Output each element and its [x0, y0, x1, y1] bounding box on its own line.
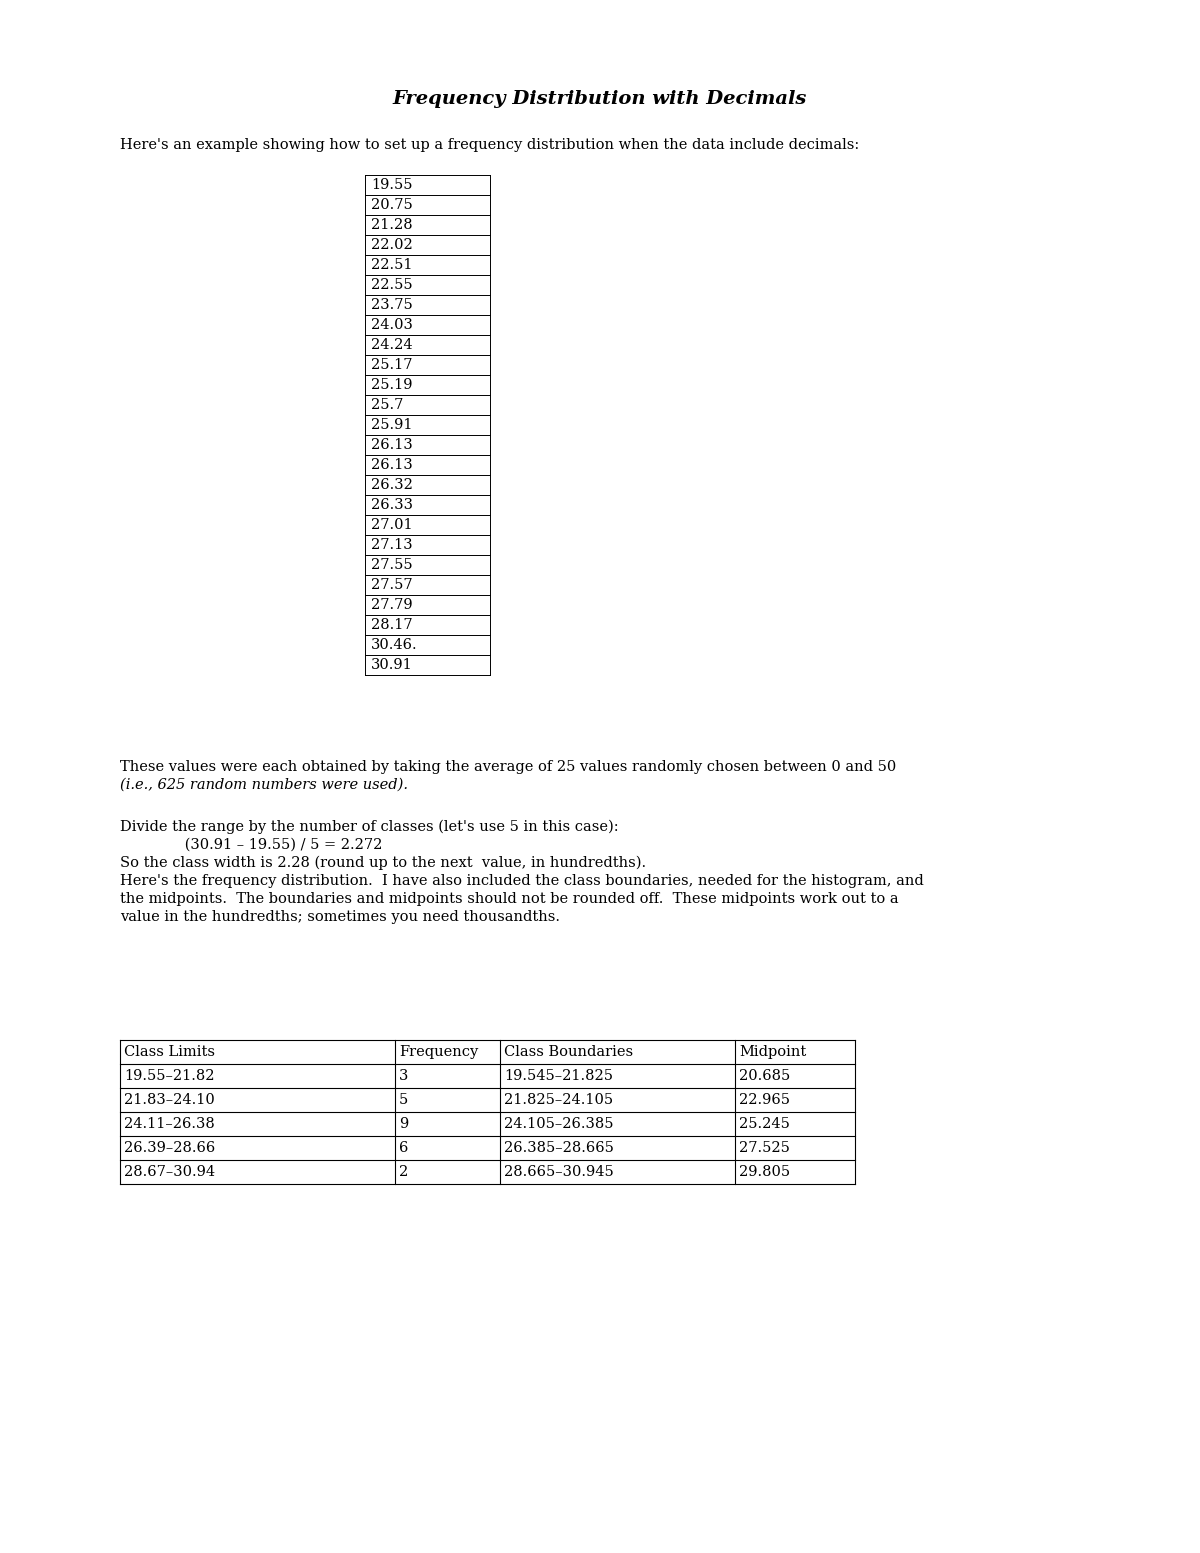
Text: 30.91: 30.91: [371, 658, 413, 672]
Text: 29.805: 29.805: [739, 1165, 790, 1179]
Text: 26.32: 26.32: [371, 478, 413, 492]
Text: 24.24: 24.24: [371, 339, 413, 353]
Text: 26.385–28.665: 26.385–28.665: [504, 1141, 614, 1155]
Text: 20.685: 20.685: [739, 1068, 791, 1082]
Text: 19.55–21.82: 19.55–21.82: [124, 1068, 215, 1082]
Text: 21.83–24.10: 21.83–24.10: [124, 1093, 215, 1107]
Text: 3: 3: [398, 1068, 408, 1082]
Text: 27.55: 27.55: [371, 558, 413, 572]
Text: 9: 9: [398, 1117, 408, 1131]
Text: 22.965: 22.965: [739, 1093, 790, 1107]
Text: 23.75: 23.75: [371, 298, 413, 312]
Text: 25.19: 25.19: [371, 377, 413, 391]
Text: the midpoints.  The boundaries and midpoints should not be rounded off.  These m: the midpoints. The boundaries and midpoi…: [120, 891, 899, 905]
Text: 26.39–28.66: 26.39–28.66: [124, 1141, 215, 1155]
Text: Frequency: Frequency: [398, 1045, 479, 1059]
Text: 22.02: 22.02: [371, 238, 413, 252]
Text: 20.75: 20.75: [371, 197, 413, 213]
Text: 24.03: 24.03: [371, 318, 413, 332]
Text: Here's an example showing how to set up a frequency distribution when the data i: Here's an example showing how to set up …: [120, 138, 859, 152]
Text: 27.01: 27.01: [371, 519, 413, 533]
Text: (i.e., 625 random numbers were used).: (i.e., 625 random numbers were used).: [120, 778, 408, 792]
Text: (30.91 – 19.55) / 5 = 2.272: (30.91 – 19.55) / 5 = 2.272: [120, 839, 383, 853]
Text: 25.17: 25.17: [371, 359, 413, 373]
Text: 5: 5: [398, 1093, 408, 1107]
Text: 26.33: 26.33: [371, 499, 413, 512]
Text: 19.55: 19.55: [371, 179, 413, 193]
Text: 22.51: 22.51: [371, 258, 413, 272]
Text: 21.825–24.105: 21.825–24.105: [504, 1093, 613, 1107]
Text: 27.13: 27.13: [371, 537, 413, 551]
Text: 28.67–30.94: 28.67–30.94: [124, 1165, 215, 1179]
Text: 26.13: 26.13: [371, 458, 413, 472]
Text: 27.57: 27.57: [371, 578, 413, 592]
Text: 25.7: 25.7: [371, 398, 403, 412]
Text: value in the hundredths; sometimes you need thousandths.: value in the hundredths; sometimes you n…: [120, 910, 560, 924]
Text: 28.665–30.945: 28.665–30.945: [504, 1165, 613, 1179]
Text: Frequency Distribution with Decimals: Frequency Distribution with Decimals: [392, 90, 808, 109]
Text: 6: 6: [398, 1141, 408, 1155]
Text: So the class width is 2.28 (round up to the next  value, in hundredths).: So the class width is 2.28 (round up to …: [120, 856, 646, 870]
Text: Divide the range by the number of classes (let's use 5 in this case):: Divide the range by the number of classe…: [120, 820, 619, 834]
Text: 30.46.: 30.46.: [371, 638, 418, 652]
Text: Here's the frequency distribution.  I have also included the class boundaries, n: Here's the frequency distribution. I hav…: [120, 874, 924, 888]
Text: Midpoint: Midpoint: [739, 1045, 806, 1059]
Text: These values were each obtained by taking the average of 25 values randomly chos: These values were each obtained by takin…: [120, 759, 896, 773]
Text: Class Limits: Class Limits: [124, 1045, 215, 1059]
Text: 21.28: 21.28: [371, 217, 413, 231]
Text: 24.11–26.38: 24.11–26.38: [124, 1117, 215, 1131]
Text: 27.525: 27.525: [739, 1141, 790, 1155]
Text: 24.105–26.385: 24.105–26.385: [504, 1117, 613, 1131]
Text: 19.545–21.825: 19.545–21.825: [504, 1068, 613, 1082]
Text: 26.13: 26.13: [371, 438, 413, 452]
Text: 27.79: 27.79: [371, 598, 413, 612]
Text: Class Boundaries: Class Boundaries: [504, 1045, 634, 1059]
Text: 22.55: 22.55: [371, 278, 413, 292]
Text: 28.17: 28.17: [371, 618, 413, 632]
Text: 25.91: 25.91: [371, 418, 413, 432]
Text: 25.245: 25.245: [739, 1117, 790, 1131]
Text: 2: 2: [398, 1165, 408, 1179]
